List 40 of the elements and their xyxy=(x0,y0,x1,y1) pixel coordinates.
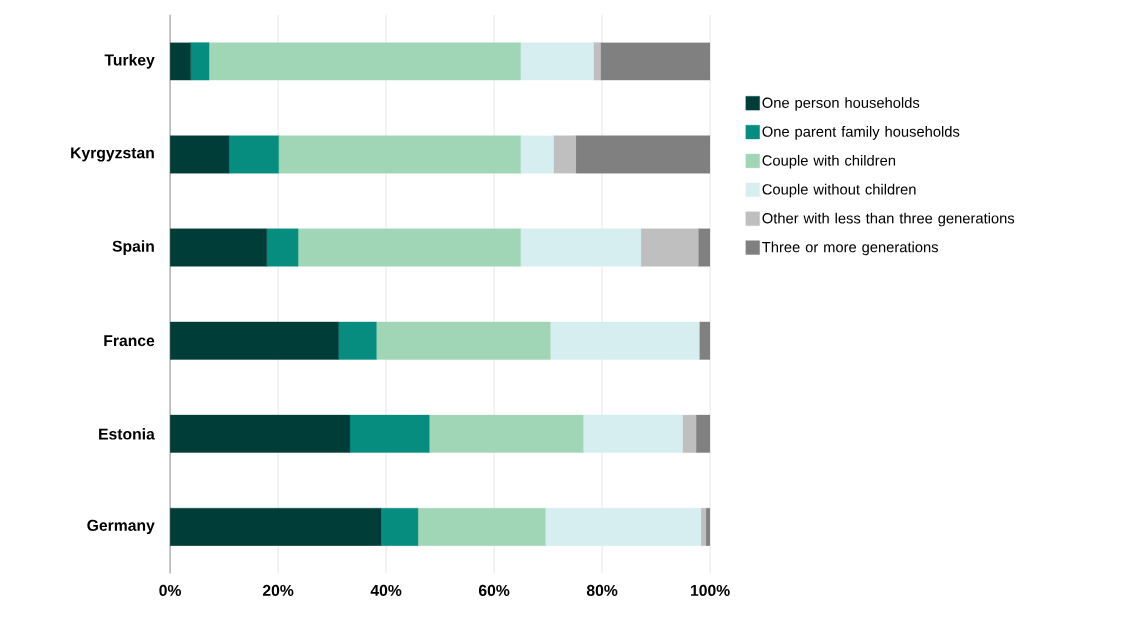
y-tick-label: Turkey xyxy=(104,54,155,69)
bar xyxy=(190,42,210,81)
bar xyxy=(381,508,419,547)
bar xyxy=(228,135,279,174)
x-tick-label: 0% xyxy=(159,585,182,597)
y-tick-label: Estonia xyxy=(99,428,155,440)
bar xyxy=(266,228,299,267)
bar xyxy=(520,42,594,81)
bar xyxy=(520,135,554,174)
x-tick-label: 60% xyxy=(478,585,510,597)
legend-label: Other with less than three generations xyxy=(762,212,1015,227)
bar xyxy=(682,415,697,453)
x-tick-label: 100% xyxy=(691,585,730,597)
x-tick-label: 80% xyxy=(586,585,618,597)
y-tick-label: Kyrgyzstan xyxy=(71,147,154,162)
bar xyxy=(550,321,700,360)
bar xyxy=(520,228,642,267)
bar xyxy=(553,135,576,174)
bar xyxy=(278,135,521,174)
legend-label: Couple without children xyxy=(762,183,916,198)
x-tick-label: 20% xyxy=(262,585,294,597)
y-tick-label: Germany xyxy=(87,519,155,535)
legend-label: Couple with children xyxy=(762,155,896,169)
legend-label: Three or more generations xyxy=(762,241,939,256)
bar xyxy=(417,508,546,547)
bar xyxy=(349,415,430,453)
y-tick-label: France xyxy=(104,335,155,347)
bar xyxy=(208,42,521,81)
bar xyxy=(338,321,377,360)
legend-label: One person households xyxy=(762,97,920,111)
bar xyxy=(583,415,683,453)
bar xyxy=(297,228,521,267)
y-tick-label: Spain xyxy=(112,240,154,256)
x-tick-label: 40% xyxy=(370,585,402,597)
bar xyxy=(593,42,601,81)
bar xyxy=(640,228,699,267)
legend-label: One parent family households xyxy=(762,126,960,140)
bar xyxy=(429,415,584,453)
bar xyxy=(545,508,702,547)
bar xyxy=(376,321,551,360)
